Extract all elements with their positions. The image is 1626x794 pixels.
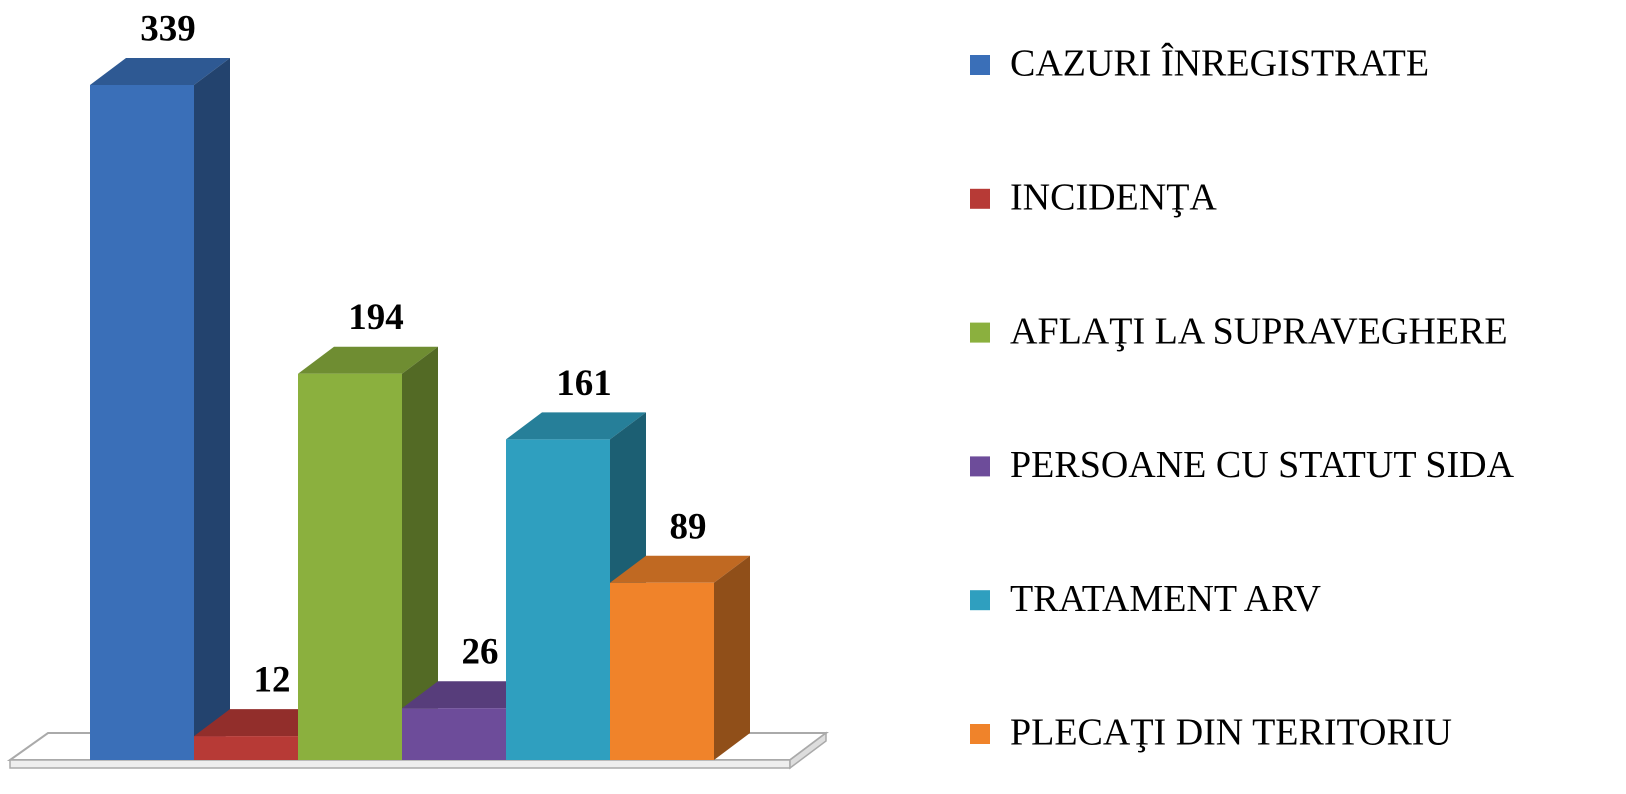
legend-swatch [970, 188, 990, 209]
floor-edge [9, 759, 791, 769]
bar [90, 85, 194, 760]
bar [194, 736, 298, 760]
bar-side [714, 555, 750, 760]
bar-side [402, 346, 438, 760]
value-label: 161 [556, 363, 612, 404]
bar-top [298, 346, 438, 374]
legend-label: INCIDENŢA [1010, 177, 1217, 219]
bar-top [610, 555, 750, 583]
bar [402, 708, 506, 760]
legend-label: PLECAŢI DIN TERITORIU [1010, 712, 1452, 754]
bar [610, 582, 714, 760]
legend-swatch [970, 456, 990, 477]
value-label: 339 [140, 8, 196, 49]
bar-side [194, 58, 230, 760]
legend-label: CAZURI ÎNREGISTRATE [1010, 43, 1429, 85]
value-label: 194 [348, 297, 404, 338]
floor-edge [789, 731, 827, 770]
legend-swatch [970, 590, 990, 611]
value-label: 12 [254, 660, 291, 701]
bar-top [90, 58, 230, 85]
legend-swatch [970, 322, 990, 343]
legend-swatch [970, 724, 990, 744]
legend-label: AFLAŢI LA SUPRAVEGHERE [1010, 310, 1508, 352]
legend-label: TRATAMENT ARV [1010, 578, 1322, 620]
bar [506, 439, 610, 760]
bar-top [506, 412, 646, 440]
value-label: 26 [462, 632, 499, 673]
value-label: 89 [670, 506, 707, 547]
legend-label: PERSOANE CU STATUT SIDA [1010, 444, 1515, 486]
bar [298, 373, 402, 760]
legend-swatch [970, 55, 990, 75]
